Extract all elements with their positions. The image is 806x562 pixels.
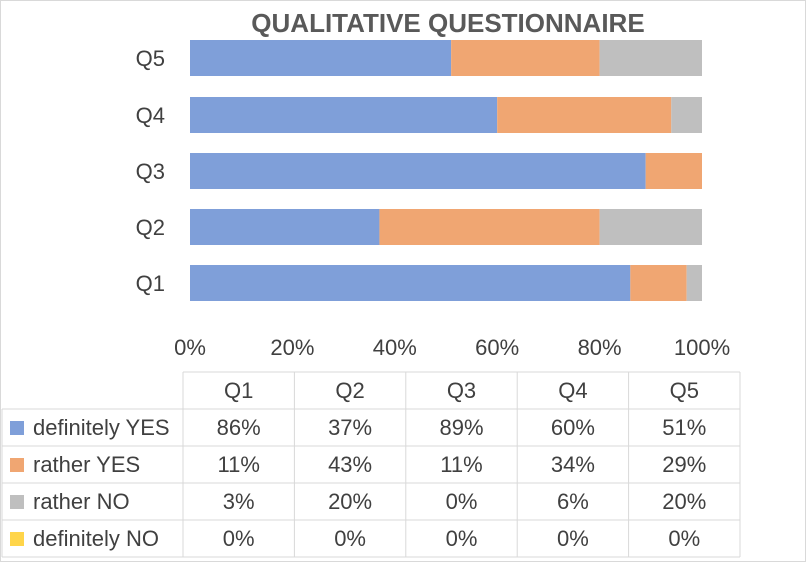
table-cell: 89%	[439, 415, 483, 440]
bar-q5-definitely-yes	[190, 40, 452, 76]
bar-q2-definitely-yes	[190, 209, 380, 245]
table-cell: 0%	[223, 526, 255, 551]
y-axis-label-q3: Q3	[136, 159, 165, 184]
table-header-q2: Q2	[335, 378, 364, 403]
table-header-q5: Q5	[670, 378, 699, 403]
table-cell: 3%	[223, 489, 255, 514]
table-cell: 6%	[557, 489, 589, 514]
x-tick-label: 80%	[578, 335, 622, 360]
bar-q4-definitely-yes	[190, 97, 498, 133]
chart-title: QUALITATIVE QUESTIONNAIRE	[251, 8, 644, 38]
bar-q2-rather-no	[599, 209, 702, 245]
y-axis-label-q4: Q4	[136, 103, 165, 128]
bar-q4-rather-yes	[497, 97, 672, 133]
table-cell: 60%	[551, 415, 595, 440]
legend-label: rather YES	[33, 452, 140, 477]
y-axis-label-q1: Q1	[136, 271, 165, 296]
table-cell: 86%	[217, 415, 261, 440]
bar-q1-rather-no	[686, 265, 702, 301]
bar-q5-rather-no	[599, 40, 702, 76]
bar-q3-rather-yes	[645, 153, 702, 189]
table-cell: 0%	[446, 526, 478, 551]
bar-q1-rather-yes	[630, 265, 687, 301]
bar-q4-rather-no	[671, 97, 702, 133]
legend-label: definitely NO	[33, 526, 159, 551]
table-cell: 37%	[328, 415, 372, 440]
table-cell: 29%	[662, 452, 706, 477]
table-cell: 11%	[440, 452, 482, 477]
x-tick-label: 60%	[475, 335, 519, 360]
legend-key-rather-yes	[10, 458, 24, 472]
table-cell: 0%	[334, 526, 366, 551]
table-cell: 20%	[662, 489, 706, 514]
x-tick-label: 100%	[674, 335, 730, 360]
table-cell: 11%	[217, 452, 259, 477]
table-cell: 0%	[557, 526, 589, 551]
legend-label: definitely YES	[33, 415, 170, 440]
table-cell: 20%	[328, 489, 372, 514]
legend-key-rather-no	[10, 495, 24, 509]
table-header-q3: Q3	[447, 378, 476, 403]
legend-label: rather NO	[33, 489, 130, 514]
x-tick-label: 40%	[373, 335, 417, 360]
table-header-q1: Q1	[224, 378, 253, 403]
bar-q5-rather-yes	[451, 40, 600, 76]
table-cell: 0%	[446, 489, 478, 514]
table-header-q4: Q4	[558, 378, 587, 403]
table-cell: 0%	[668, 526, 700, 551]
table-cell: 51%	[662, 415, 706, 440]
bar-q2-rather-yes	[379, 209, 600, 245]
table-cell: 34%	[551, 452, 595, 477]
x-tick-label: 0%	[174, 335, 206, 360]
bar-q3-definitely-yes	[190, 153, 646, 189]
y-axis-label-q5: Q5	[136, 46, 165, 71]
x-tick-label: 20%	[270, 335, 314, 360]
bar-q1-definitely-yes	[190, 265, 631, 301]
y-axis-label-q2: Q2	[136, 215, 165, 240]
table-cell: 43%	[328, 452, 372, 477]
legend-key-definitely-yes	[10, 421, 24, 435]
legend-key-definitely-no	[10, 532, 24, 546]
